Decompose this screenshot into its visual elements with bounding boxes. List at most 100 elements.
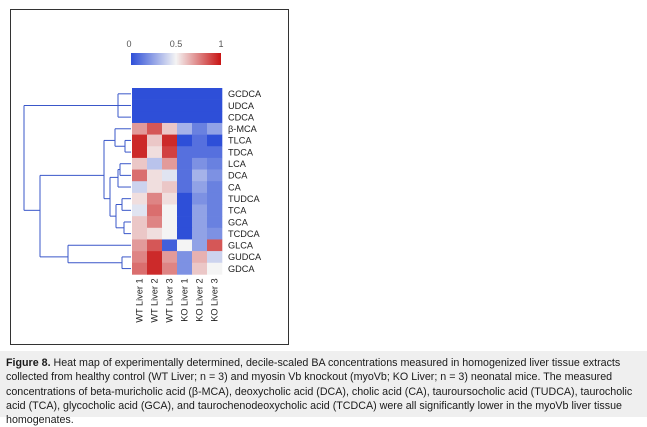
heatmap-cell	[162, 157, 178, 170]
heatmap-cell	[207, 157, 223, 170]
colorbar-gradient	[131, 53, 221, 65]
heatmap-cell	[207, 99, 223, 112]
heatmap-cell	[132, 88, 148, 100]
heatmap-cell	[207, 111, 223, 124]
heatmap-cell	[177, 216, 193, 229]
column-label: WT Liver 1	[135, 278, 145, 322]
row-label: TUDCA	[228, 194, 261, 204]
heatmap-cell	[192, 181, 208, 194]
heatmap-cell	[192, 122, 208, 135]
heatmap-cell	[132, 239, 148, 252]
heatmap-cell	[132, 111, 148, 124]
caption-label: Figure 8.	[6, 357, 51, 369]
heatmap-cell	[162, 239, 178, 252]
heatmap-cell	[147, 227, 163, 240]
figure-caption: Figure 8. Heat map of experimentally det…	[6, 356, 646, 427]
heatmap-cell	[192, 157, 208, 170]
heatmap-cell	[162, 181, 178, 194]
heatmap-cell	[207, 262, 223, 275]
row-label: GUDCA	[228, 252, 262, 262]
heatmap-cell	[162, 251, 178, 264]
heatmap-cell	[207, 181, 223, 194]
row-label: TCA	[228, 206, 247, 216]
heatmap-cell	[192, 262, 208, 275]
column-label: KO Liver 2	[195, 278, 205, 321]
heatmap-cell	[162, 192, 178, 205]
heatmap-cell	[177, 239, 193, 252]
row-label: TLCA	[228, 136, 252, 146]
colorbar-tick-2: 1	[218, 39, 223, 49]
row-label: LCA	[228, 159, 247, 169]
row-label: GLCA	[228, 241, 254, 251]
heatmap-cell	[132, 134, 148, 147]
heatmap-cell	[132, 157, 148, 170]
colorbar-tick-0: 0	[126, 39, 131, 49]
heatmap-cell	[147, 216, 163, 229]
heatmap-cell	[192, 227, 208, 240]
heatmap-cell	[192, 99, 208, 112]
heatmap-cell	[147, 204, 163, 217]
caption-text: Heat map of experimentally determined, d…	[6, 357, 633, 427]
heatmap-cell	[132, 192, 148, 205]
heatmap-cell	[132, 227, 148, 240]
row-label: DCA	[228, 171, 248, 181]
heatmap-cell	[207, 122, 223, 135]
row-label: CA	[228, 182, 242, 192]
heatmap-cell	[162, 262, 178, 275]
heatmap-cell	[132, 204, 148, 217]
heatmap-cell	[162, 216, 178, 229]
heatmap-cell	[192, 146, 208, 159]
heatmap-cell	[177, 181, 193, 194]
heatmap-cell	[207, 216, 223, 229]
heatmap-cell	[207, 239, 223, 252]
heatmap-cell	[147, 169, 163, 182]
heatmap-cell	[192, 216, 208, 229]
heatmap-cell	[132, 122, 148, 135]
heatmap-cell	[177, 251, 193, 264]
column-label: KO Liver 1	[180, 278, 190, 321]
heatmap-cell	[192, 204, 208, 217]
heatmap-cell	[177, 192, 193, 205]
row-label: CDCA	[228, 112, 255, 122]
row-label: β-MCA	[228, 124, 258, 134]
heatmap-cell	[162, 99, 178, 112]
heatmap-cell	[132, 216, 148, 229]
heatmap-cell	[207, 88, 223, 100]
heatmap-cell	[192, 192, 208, 205]
heatmap-cell	[162, 204, 178, 217]
heatmap-cell	[147, 262, 163, 275]
heatmap-cell	[147, 181, 163, 194]
heatmap-cell	[132, 146, 148, 159]
heatmap-cell	[207, 227, 223, 240]
heatmap-cell	[147, 239, 163, 252]
heatmap-cell	[147, 157, 163, 170]
heatmap-cells	[132, 88, 223, 275]
colorbar: 0 0.5 1	[126, 39, 224, 65]
heatmap-cell	[147, 88, 163, 100]
row-label: GDCA	[228, 264, 255, 274]
heatmap-cell	[132, 262, 148, 275]
heatmap-cell	[192, 169, 208, 182]
heatmap-cell	[177, 134, 193, 147]
heatmap-cell	[207, 169, 223, 182]
heatmap-cell	[177, 204, 193, 217]
heatmap-cell	[177, 157, 193, 170]
heatmap-cell	[192, 111, 208, 124]
column-label: KO Liver 3	[210, 278, 220, 321]
heatmap-cell	[207, 192, 223, 205]
heatmap-cell	[192, 251, 208, 264]
caption-background	[0, 351, 647, 417]
heatmap-cell	[177, 88, 193, 100]
heatmap-cell	[177, 169, 193, 182]
heatmap-cell	[162, 134, 178, 147]
heatmap-cell	[147, 146, 163, 159]
heatmap-cell	[132, 99, 148, 112]
row-label: GCDCA	[228, 89, 262, 99]
heatmap-cell	[132, 169, 148, 182]
heatmap-cell	[177, 111, 193, 124]
heatmap-cell	[177, 262, 193, 275]
heatmap-cell	[147, 134, 163, 147]
heatmap-cell	[177, 99, 193, 112]
row-label: UDCA	[228, 101, 255, 111]
